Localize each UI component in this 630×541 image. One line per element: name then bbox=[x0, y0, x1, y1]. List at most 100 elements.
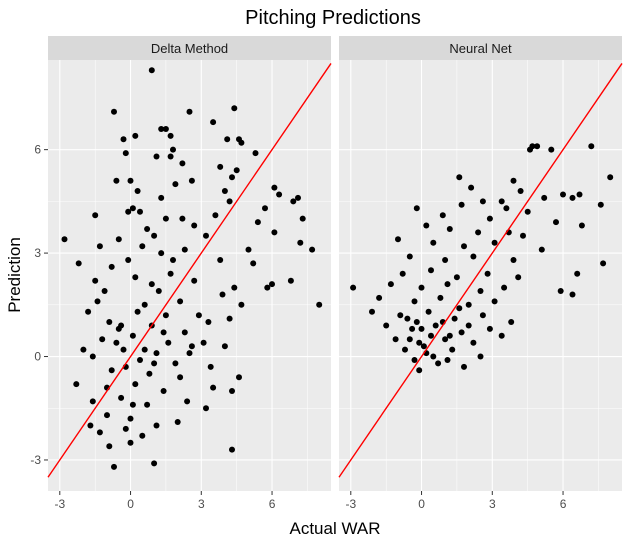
data-point-neural-net bbox=[435, 360, 441, 366]
data-point-delta-method bbox=[130, 402, 136, 408]
data-point-neural-net bbox=[525, 209, 531, 215]
data-point-delta-method bbox=[109, 264, 115, 270]
data-point-delta-method bbox=[90, 354, 96, 360]
x-tick-label: 3 bbox=[489, 497, 496, 511]
data-point-neural-net bbox=[416, 367, 422, 373]
facet-label-delta-method: Delta Method bbox=[151, 41, 228, 56]
data-point-delta-method bbox=[111, 464, 117, 470]
data-point-neural-net bbox=[445, 281, 451, 287]
data-point-neural-net bbox=[447, 226, 453, 232]
data-point-delta-method bbox=[146, 371, 152, 377]
data-point-delta-method bbox=[175, 419, 181, 425]
data-point-neural-net bbox=[395, 236, 401, 242]
data-point-delta-method bbox=[271, 229, 277, 235]
data-point-neural-net bbox=[577, 192, 583, 198]
data-point-neural-net bbox=[466, 323, 472, 329]
data-point-delta-method bbox=[80, 347, 86, 353]
data-point-neural-net bbox=[466, 302, 472, 308]
facet-delta-method: Delta Method -3 0 3 6 bbox=[48, 36, 331, 511]
data-point-delta-method bbox=[113, 340, 119, 346]
data-point-neural-net bbox=[454, 274, 460, 280]
data-point-delta-method bbox=[210, 385, 216, 391]
data-point-delta-method bbox=[189, 343, 195, 349]
data-point-neural-net bbox=[558, 288, 564, 294]
data-point-delta-method bbox=[139, 243, 145, 249]
data-point-delta-method bbox=[179, 160, 185, 166]
data-point-delta-method bbox=[130, 333, 136, 339]
x-tick-label: 3 bbox=[198, 497, 205, 511]
data-point-delta-method bbox=[135, 188, 141, 194]
data-point-delta-method bbox=[92, 212, 98, 218]
data-point-delta-method bbox=[170, 147, 176, 153]
data-point-delta-method bbox=[111, 109, 117, 115]
data-point-neural-net bbox=[492, 298, 498, 304]
data-point-delta-method bbox=[85, 309, 91, 315]
data-point-neural-net bbox=[607, 174, 613, 180]
data-point-delta-method bbox=[255, 219, 261, 225]
data-point-delta-method bbox=[177, 374, 183, 380]
data-point-neural-net bbox=[445, 357, 451, 363]
data-point-delta-method bbox=[151, 360, 157, 366]
data-point-neural-net bbox=[407, 336, 413, 342]
data-point-delta-method bbox=[168, 133, 174, 139]
data-point-delta-method bbox=[154, 154, 160, 160]
data-point-delta-method bbox=[90, 398, 96, 404]
data-point-delta-method bbox=[132, 381, 138, 387]
data-point-neural-net bbox=[350, 285, 356, 291]
data-point-delta-method bbox=[156, 288, 162, 294]
data-point-delta-method bbox=[229, 174, 235, 180]
data-point-neural-net bbox=[456, 174, 462, 180]
data-point-delta-method bbox=[231, 105, 237, 111]
data-point-neural-net bbox=[511, 178, 517, 184]
data-point-delta-method bbox=[269, 281, 275, 287]
data-point-neural-net bbox=[515, 274, 521, 280]
data-point-delta-method bbox=[128, 440, 134, 446]
chart-title: Pitching Predictions bbox=[245, 7, 421, 29]
data-point-delta-method bbox=[106, 319, 112, 325]
data-point-neural-net bbox=[570, 292, 576, 298]
y-tick-label: 6 bbox=[34, 143, 41, 157]
data-point-delta-method bbox=[118, 395, 124, 401]
data-point-delta-method bbox=[161, 388, 167, 394]
data-point-delta-method bbox=[73, 381, 79, 387]
data-point-delta-method bbox=[128, 416, 134, 422]
data-point-delta-method bbox=[123, 150, 129, 156]
data-point-delta-method bbox=[212, 212, 218, 218]
data-point-delta-method bbox=[149, 281, 155, 287]
x-tick-label: 0 bbox=[127, 497, 134, 511]
data-point-delta-method bbox=[253, 150, 259, 156]
data-point-neural-net bbox=[397, 312, 403, 318]
data-point-neural-net bbox=[383, 323, 389, 329]
data-point-delta-method bbox=[76, 260, 82, 266]
data-point-neural-net bbox=[478, 288, 484, 294]
data-point-delta-method bbox=[236, 374, 242, 380]
data-point-neural-net bbox=[430, 354, 436, 360]
data-point-delta-method bbox=[246, 247, 252, 253]
data-point-neural-net bbox=[459, 329, 465, 335]
data-point-neural-net bbox=[419, 285, 425, 291]
data-point-delta-method bbox=[151, 233, 157, 239]
data-point-delta-method bbox=[229, 447, 235, 453]
data-point-delta-method bbox=[158, 250, 164, 256]
data-point-neural-net bbox=[430, 240, 436, 246]
data-point-neural-net bbox=[447, 333, 453, 339]
data-point-neural-net bbox=[407, 254, 413, 260]
data-point-neural-net bbox=[480, 312, 486, 318]
data-point-neural-net bbox=[409, 326, 415, 332]
data-point-delta-method bbox=[168, 271, 174, 277]
data-point-delta-method bbox=[222, 188, 228, 194]
data-point-neural-net bbox=[588, 143, 594, 149]
data-point-delta-method bbox=[179, 216, 185, 222]
y-tick-label: -3 bbox=[30, 453, 41, 467]
data-point-neural-net bbox=[579, 223, 585, 229]
data-point-delta-method bbox=[170, 257, 176, 263]
x-axis-title: Actual WAR bbox=[289, 519, 380, 538]
data-point-delta-method bbox=[92, 278, 98, 284]
data-point-delta-method bbox=[205, 319, 211, 325]
data-point-delta-method bbox=[309, 247, 315, 253]
data-point-neural-net bbox=[570, 195, 576, 201]
data-point-delta-method bbox=[262, 205, 268, 211]
data-point-delta-method bbox=[210, 119, 216, 125]
data-point-neural-net bbox=[503, 205, 509, 211]
